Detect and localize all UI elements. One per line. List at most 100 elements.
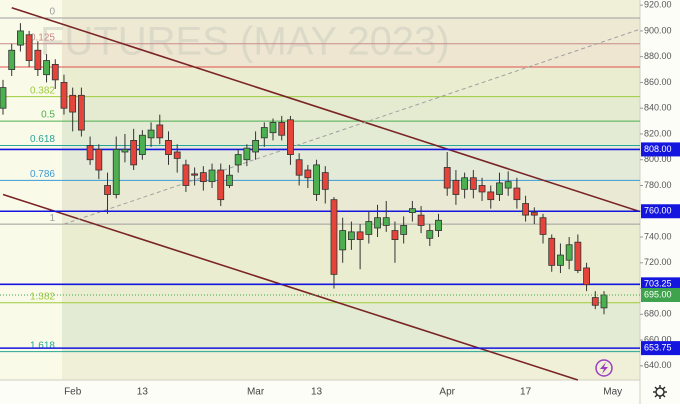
- level-label-box: [641, 277, 680, 292]
- candle-body: [173, 151, 181, 159]
- candle-body: [199, 172, 207, 183]
- fib-label: 1.618: [30, 340, 55, 351]
- candle-body: [147, 129, 155, 139]
- level-label-box: [641, 204, 680, 219]
- level-label-box: [641, 341, 680, 356]
- level-label: 703.25: [644, 279, 672, 289]
- candle-body: [165, 140, 172, 155]
- candle-body: [260, 127, 268, 139]
- x-tick-label: Apr: [439, 387, 455, 398]
- candle-body: [208, 169, 216, 183]
- fib-band: [62, 145, 640, 181]
- fib-zone: [62, 0, 640, 380]
- trend-line: [2, 193, 579, 381]
- candle-body: [408, 208, 416, 213]
- x-tick-label: 13: [137, 387, 149, 398]
- y-tick-label: 800.00: [644, 154, 672, 164]
- candle-body: [25, 34, 33, 61]
- fib-band: [62, 66, 640, 97]
- candle-body: [182, 164, 190, 186]
- y-tick-label: 920.00: [644, 0, 672, 10]
- candle-body: [269, 121, 277, 134]
- fib-band: [62, 18, 640, 44]
- candle-body: [156, 124, 164, 139]
- candle-body: [478, 185, 486, 193]
- candle-body: [469, 177, 477, 190]
- candle-body: [487, 191, 495, 201]
- candle-body: [0, 87, 7, 109]
- candle-body: [548, 237, 556, 266]
- candle-body: [51, 64, 59, 81]
- candle-body: [287, 119, 294, 155]
- candle-body: [138, 134, 146, 155]
- fib-band: [62, 302, 640, 352]
- candle-body: [43, 60, 50, 76]
- level-label: 760.00: [644, 206, 672, 216]
- candle-body: [104, 185, 111, 195]
- candle-body: [121, 149, 129, 153]
- y-tick-label: 900.00: [644, 25, 672, 35]
- candle-body: [8, 49, 16, 70]
- candle-body: [496, 182, 503, 195]
- fib-label: 0.618: [30, 134, 55, 145]
- fib-label: 0.5: [41, 110, 55, 121]
- candle-body: [217, 169, 225, 201]
- level-label-box: [641, 142, 680, 157]
- trend-line: [11, 6, 640, 213]
- lightning-icon[interactable]: [595, 359, 613, 377]
- y-tick-label: 720.00: [644, 257, 672, 267]
- fib-label: 1: [49, 213, 55, 224]
- fib-label: 0: [49, 7, 55, 18]
- candle-body: [574, 241, 582, 271]
- y-tick-label: 820.00: [644, 128, 672, 138]
- y-tick-label: 660.00: [644, 334, 672, 344]
- candle-body: [400, 225, 408, 235]
- trend-line: [63, 29, 639, 225]
- watermark: FUTURES (MAY 2023): [40, 20, 450, 64]
- candle-body: [339, 230, 347, 251]
- candle-body: [347, 231, 355, 240]
- candle-body: [391, 230, 399, 240]
- level-label: 653.75: [644, 342, 672, 352]
- candle-body: [313, 164, 320, 195]
- y-tick-label: 880.00: [644, 51, 672, 61]
- candle-body: [443, 167, 451, 189]
- settings-icon[interactable]: [653, 385, 667, 399]
- x-tick-label: Feb: [64, 387, 82, 398]
- candle-body: [435, 219, 442, 231]
- y-tick-label: 840.00: [644, 103, 672, 113]
- candle-body: [77, 94, 85, 131]
- x-tick-label: 13: [311, 387, 323, 398]
- candle-body: [452, 179, 460, 195]
- candle-body: [17, 30, 24, 46]
- last-price-box: [641, 287, 680, 302]
- candle-body: [565, 244, 573, 261]
- candle-body: [60, 82, 68, 109]
- candle-body: [382, 217, 390, 226]
- last-price-label: 695.00: [644, 289, 672, 299]
- candle-body: [374, 217, 381, 229]
- candle-body: [130, 140, 138, 166]
- candle-body: [278, 121, 286, 136]
- candle-body: [557, 254, 564, 266]
- x-tick-label: 17: [520, 387, 532, 398]
- candle-body: [583, 267, 590, 286]
- candle-body: [234, 154, 242, 166]
- candle-body: [417, 214, 425, 226]
- fib-label: 0.786: [30, 169, 55, 180]
- candle-body: [34, 49, 42, 70]
- candle-body: [191, 173, 199, 176]
- candle-body: [321, 172, 329, 190]
- candle-body: [243, 147, 251, 161]
- candle-body: [112, 149, 120, 195]
- fib-label: 1.382: [30, 291, 55, 302]
- y-tick-label: 640.00: [644, 360, 672, 370]
- candle-body: [513, 187, 521, 201]
- candle-body: [226, 174, 233, 186]
- fib-band: [62, 180, 640, 225]
- candle-body: [591, 297, 599, 306]
- x-tick-label: Mar: [247, 387, 265, 398]
- candle-body: [426, 230, 434, 239]
- candle-body: [95, 149, 103, 171]
